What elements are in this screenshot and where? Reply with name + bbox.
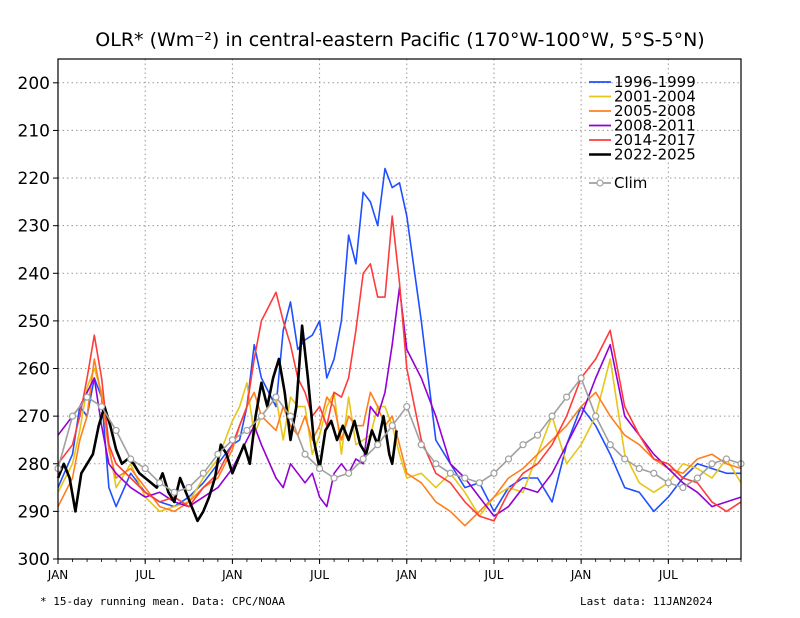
clim-point [461, 474, 469, 482]
x-tick-label: JUL [658, 568, 678, 582]
clim-point [301, 450, 309, 458]
clim-point [214, 450, 222, 458]
y-tick-label: 270 [18, 407, 50, 427]
clim-point [156, 479, 164, 487]
series-line-2008-2011 [57, 286, 742, 517]
clim-point [417, 441, 425, 449]
y-tick-label: 290 [18, 502, 50, 522]
series-line-2022-2025 [56, 324, 398, 523]
clim-point [635, 464, 643, 473]
clim-point [127, 455, 135, 463]
clim-point [679, 483, 687, 492]
x-tick-label: JAN [396, 568, 418, 582]
clim-point [141, 464, 149, 473]
x-tick-label: JAN [47, 568, 69, 582]
clim-point [330, 474, 338, 482]
clim-point [606, 441, 614, 449]
legend: 1996-19992001-20042005-20082008-20112014… [589, 73, 696, 192]
series-line-2014-2017 [57, 215, 742, 522]
series-lines [54, 167, 745, 527]
y-tick-label: 200 [18, 74, 50, 94]
footnote-source: * 15-day running mean. Data: CPC/NOAA [40, 595, 285, 608]
series-line-1996-1999 [57, 167, 741, 513]
footnote-last-data: Last data: 11JAN2024 [580, 595, 713, 608]
clim-point [68, 412, 77, 420]
x-tick-label: JUL [483, 568, 503, 582]
clim-point [286, 412, 295, 420]
x-tick-label: JUL [135, 568, 155, 582]
clim-point [621, 455, 629, 463]
y-tick-label: 220 [18, 169, 50, 189]
clim-point [374, 441, 382, 449]
plot-frame [57, 58, 742, 560]
clim-point [708, 460, 716, 468]
clim-point [722, 455, 731, 463]
y-tick-label: 210 [18, 121, 50, 141]
clim-point [432, 460, 440, 468]
legend-label: 2022-2025 [614, 146, 696, 164]
x-tick-label: JUL [309, 568, 329, 582]
legend-label: 2014-2017 [614, 131, 696, 149]
legend-label: 1996-1999 [614, 73, 696, 91]
clim-point [97, 403, 106, 411]
y-tick-label: 260 [18, 360, 50, 380]
legend-label: Clim [614, 174, 647, 192]
clim-point [563, 393, 571, 401]
legend-label: 2001-2004 [614, 88, 696, 106]
legend-label: 2008-2011 [614, 117, 696, 135]
clim-point [170, 488, 178, 496]
clim-point [228, 436, 236, 444]
clim-point [577, 374, 585, 382]
clim-point [243, 426, 251, 435]
y-tick-label: 240 [18, 264, 50, 284]
clim-point [592, 412, 600, 420]
clim-point [199, 469, 207, 477]
legend-marker [596, 179, 604, 187]
y-tick-label: 250 [18, 312, 50, 332]
clim-point [257, 412, 266, 420]
clim-point [504, 455, 513, 463]
y-tick-label: 300 [18, 550, 50, 570]
x-tick-label: JAN [221, 568, 243, 582]
clim-point [548, 412, 556, 420]
clim-point [490, 469, 498, 477]
clim-point [403, 403, 411, 411]
clim-point [664, 479, 672, 487]
clim-point [185, 483, 193, 492]
y-tick-label: 230 [18, 217, 50, 237]
clim-point [388, 422, 396, 430]
clim-point [272, 393, 280, 401]
x-tick-label: JAN [570, 568, 592, 582]
clim-point [315, 464, 324, 473]
clim-point [359, 455, 367, 463]
clim-point [446, 469, 454, 477]
clim-point [533, 431, 542, 439]
chart-title: OLR* (Wm⁻²) in central-eastern Pacific (… [95, 29, 704, 51]
clim-point [345, 469, 353, 477]
clim-point [112, 426, 120, 435]
series-line-2005-2008 [57, 358, 742, 527]
clim-point [693, 474, 702, 482]
clim-point [475, 479, 484, 487]
legend-label: 2005-2008 [614, 102, 696, 120]
clim-point [650, 469, 658, 477]
y-tick-label: 280 [18, 455, 50, 475]
clim-point [519, 441, 527, 449]
clim-point [83, 393, 91, 401]
